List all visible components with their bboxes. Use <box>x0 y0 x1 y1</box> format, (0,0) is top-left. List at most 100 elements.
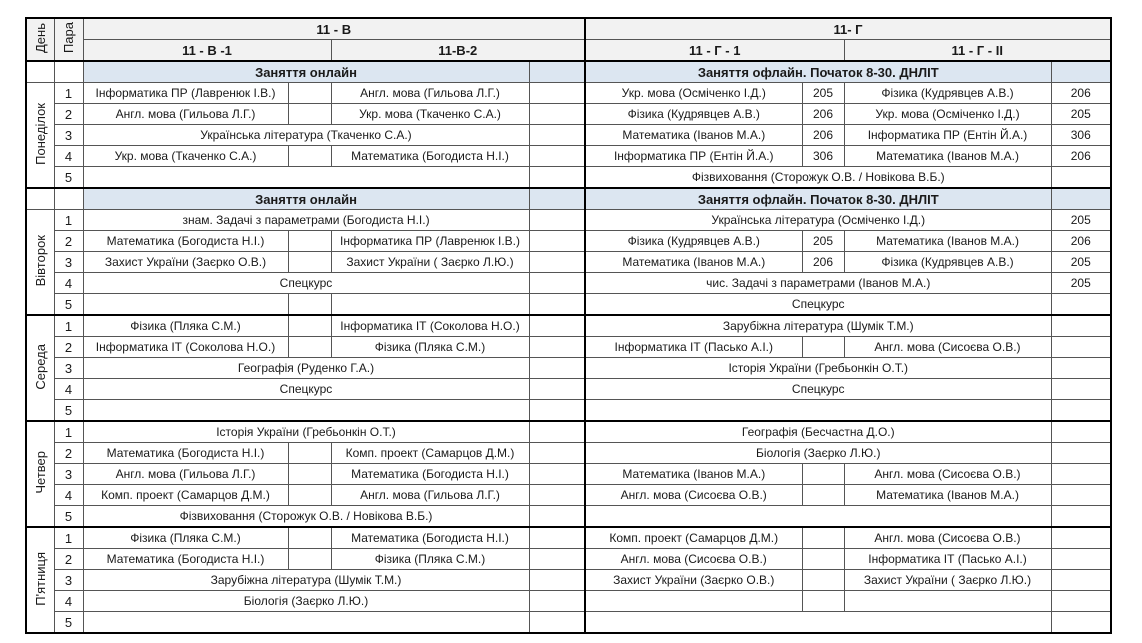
class-g2-lesson: Математика (Іванов М.А.) <box>843 145 1052 167</box>
class-b1-lesson: Укр. мова (Ткаченко С.А.) <box>82 145 289 167</box>
class-g-room: 205 <box>1050 209 1112 231</box>
class-b-lesson: Зарубіжна література (Шумік Т.М.) <box>82 569 530 591</box>
class-g1-room <box>801 548 845 570</box>
class-g-lesson: Фізвиховання (Сторожук О.В. / Новікова В… <box>584 166 1052 189</box>
class-g1-lesson: Інформатика ПР (Ентін Й.А.) <box>584 145 803 167</box>
para-number: 5 <box>53 611 84 634</box>
class-b1-room <box>287 548 332 570</box>
para-number: 1 <box>53 82 84 104</box>
class-b1-room <box>287 314 332 337</box>
class-g1-lesson: Комп. проект (Самарцов Д.М.) <box>584 526 803 549</box>
lesson-row: П'ятниця 1 Фізика (Пляка С.М.) Математика (… <box>25 526 1112 634</box>
para-number: 3 <box>53 569 84 591</box>
class-g1-room: 206 <box>801 124 845 146</box>
class-b-room <box>528 611 586 634</box>
class-g2-room: 206 <box>1050 82 1112 104</box>
class-b1-room <box>287 463 332 485</box>
lesson-row: Понеділок 1 Інформатика ПР (Лавренюк І.В.)… <box>25 82 1112 189</box>
lesson-row: 5 <box>26 611 1112 634</box>
class-g1-lesson: Укр. мова (Осміченко І.Д.) <box>584 82 803 104</box>
para-number: 2 <box>53 103 84 125</box>
lesson-row: 3 Географія (Руденко Г.А.) Історія України… <box>26 357 1112 379</box>
lesson-row: Середа 1 Фізика (Пляка С.М.) Інформатика ІТ… <box>25 314 1112 422</box>
para-number: 3 <box>53 251 84 273</box>
class-g2-room: 205 <box>1050 103 1112 125</box>
class-g1-lesson <box>584 590 803 612</box>
header-row-classes: День Пара 11 - В 11- Г <box>25 17 1112 62</box>
para-number: 2 <box>53 548 84 570</box>
class-b1-lesson: Захист України (Заєрко О.В.) <box>82 251 289 273</box>
para-number: 2 <box>53 230 84 252</box>
class-b1-lesson: Інформатика ПР (Лавренюк І.В.) <box>82 82 289 104</box>
lesson-row: 2 Математика (Богодиста Н.І.) Інформатика … <box>26 230 1112 252</box>
class-b1-lesson: Фізика (Пляка С.М.) <box>82 526 289 549</box>
day-name: Четвер <box>32 451 48 494</box>
group-g2-header: 11 - Г - II <box>843 39 1112 62</box>
para-cell-empty <box>53 187 84 210</box>
class-b2-room <box>528 103 586 125</box>
class-g2-lesson <box>843 590 1052 612</box>
day-name: Середа <box>32 343 48 390</box>
class-b2-room <box>528 145 586 167</box>
class-b-room <box>528 209 586 231</box>
class-b-room <box>528 420 586 443</box>
class-g-lesson <box>584 611 1052 634</box>
class-b2-lesson: Комп. проект (Самарцов Д.М.) <box>330 442 530 464</box>
class-g-lesson: Спецкурс <box>584 293 1052 316</box>
timetable: День Пара 11 - В 11- Г 11 - В -1 11-В-2 … <box>25 17 1112 634</box>
class-g1-room: 205 <box>801 230 845 252</box>
day-label: Вівторок <box>25 209 55 316</box>
class-b-lesson: знам. Задачі з параметрами (Богодиста Н.… <box>82 209 530 231</box>
class-b2-room <box>528 314 586 337</box>
class-g1-lesson: Інформатика ІТ (Пасько А.І.) <box>584 336 803 358</box>
class-b1-lesson: Англ. мова (Гильова Л.Г.) <box>82 103 289 125</box>
class-g-room <box>1050 166 1112 189</box>
class-g1-room: 206 <box>801 103 845 125</box>
class-g2-room: 206 <box>1050 145 1112 167</box>
day-name: П'ятниця <box>32 551 48 606</box>
class-b-lesson: Спецкурс <box>82 272 530 294</box>
day-label: Понеділок <box>25 82 55 189</box>
class-b2-lesson: Англ. мова (Гильова Л.Г.) <box>330 82 530 104</box>
class-b1-room <box>287 442 332 464</box>
class-b2-lesson: Фізика (Пляка С.М.) <box>330 548 530 570</box>
day-cell-empty <box>25 60 55 83</box>
class-g1-room <box>801 336 845 358</box>
class-b1-lesson: Комп. проект (Самарцов Д.М.) <box>82 484 289 506</box>
class-b1-room <box>287 293 332 316</box>
class-b-room <box>528 378 586 400</box>
banner-b-room <box>528 187 586 210</box>
class-g1-lesson: Англ. мова (Сисоєва О.В.) <box>584 548 803 570</box>
lesson-row: 3 Англ. мова (Гильова Л.Г.) Математика (Бо… <box>26 463 1112 485</box>
para-number: 5 <box>53 505 84 528</box>
class-b2-room <box>528 230 586 252</box>
para-number: 3 <box>53 124 84 146</box>
lesson-row: Четвер 1 Історія України (Гребьонкін О.Т.)… <box>25 420 1112 528</box>
class-b2-room <box>528 484 586 506</box>
class-b1-room <box>287 336 332 358</box>
group-b2-header: 11-В-2 <box>330 39 586 62</box>
class-b-lesson: Географія (Руденко Г.А.) <box>82 357 530 379</box>
class-g1-room <box>801 590 845 612</box>
class-b1-room <box>287 145 332 167</box>
class-g2-room <box>1050 463 1112 485</box>
class-g1-lesson: Фізика (Кудрявцев А.В.) <box>584 230 803 252</box>
class-b-room <box>528 124 586 146</box>
class-b1-room <box>287 484 332 506</box>
class-b1-room <box>287 230 332 252</box>
para-number: 2 <box>53 336 84 358</box>
day-label: П'ятниця <box>25 526 55 634</box>
class-b1-lesson: Англ. мова (Гильова Л.Г.) <box>82 463 289 485</box>
class-b2-room <box>528 251 586 273</box>
para-number: 2 <box>53 442 84 464</box>
class-g2-lesson: Англ. мова (Сисоєва О.В.) <box>843 526 1052 549</box>
class-g1-room <box>801 569 845 591</box>
para-number: 3 <box>53 463 84 485</box>
class-g1-room <box>801 484 845 506</box>
lesson-row: 2 Математика (Богодиста Н.І.) Фізика (Пляк… <box>26 548 1112 570</box>
day-name: Понеділок <box>32 102 48 165</box>
para-number: 1 <box>53 526 84 549</box>
class-b1-room <box>287 526 332 549</box>
class-g-room <box>1050 442 1112 464</box>
group-g1-header: 11 - Г - 1 <box>584 39 845 62</box>
